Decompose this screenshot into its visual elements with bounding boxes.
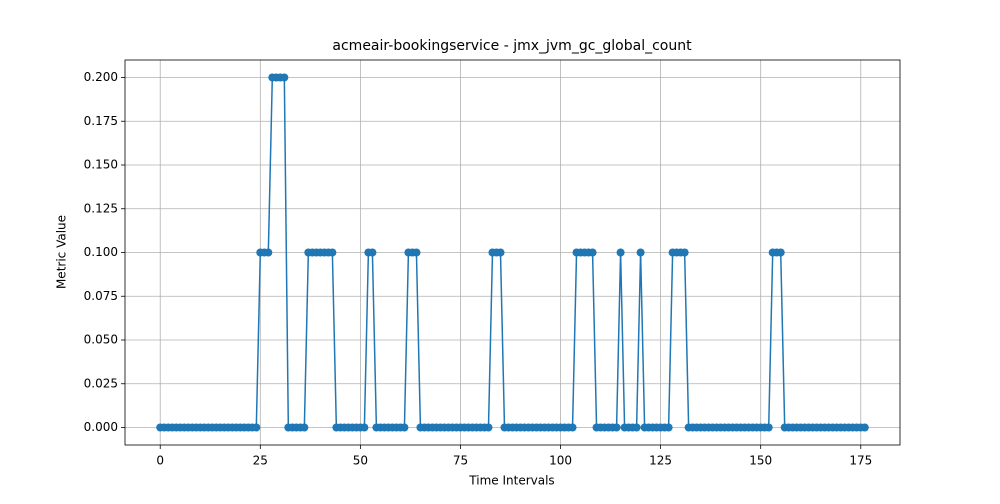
y-axis-label: Metric Value [55,215,69,289]
marker [632,423,641,432]
marker [400,423,409,432]
marker [776,248,785,257]
marker [616,248,625,257]
marker [280,73,289,82]
marker [664,423,673,432]
marker [252,423,261,432]
plot-frame [124,59,901,446]
marker [264,248,273,257]
x-tick-label: 0 [156,454,164,468]
x-axis-label: Time Intervals [468,474,554,488]
marker [860,423,869,432]
marker [360,423,369,432]
marker [588,248,597,257]
y-tick-label: 0.050 [84,333,118,347]
x-tick-label: 175 [849,454,872,468]
y-tick-label: 0.150 [84,158,118,172]
marker [412,248,421,257]
y-tick-label: 0.125 [84,201,118,215]
x-tick-label: 25 [253,454,268,468]
marker [328,248,337,257]
x-tick-label: 125 [649,454,672,468]
y-tick-label: 0.175 [84,114,118,128]
x-tick-label: 150 [749,454,772,468]
marker [764,423,773,432]
x-tick-label: 75 [453,454,468,468]
marker [636,248,645,257]
x-tick-label: 100 [549,454,572,468]
y-tick-label: 0.075 [84,289,118,303]
marker [568,423,577,432]
y-tick-label: 0.200 [84,70,118,84]
chart-title: acmeair-bookingservice - jmx_jvm_gc_glob… [332,38,692,54]
marker [612,423,621,432]
y-tick-label: 0.025 [84,376,118,390]
marker [496,248,505,257]
y-tick-label: 0.100 [84,245,118,259]
marker [300,423,309,432]
y-tick-label: 0.000 [84,420,118,434]
x-tick-label: 50 [353,454,368,468]
marker [680,248,689,257]
marker [368,248,377,257]
marker [484,423,493,432]
